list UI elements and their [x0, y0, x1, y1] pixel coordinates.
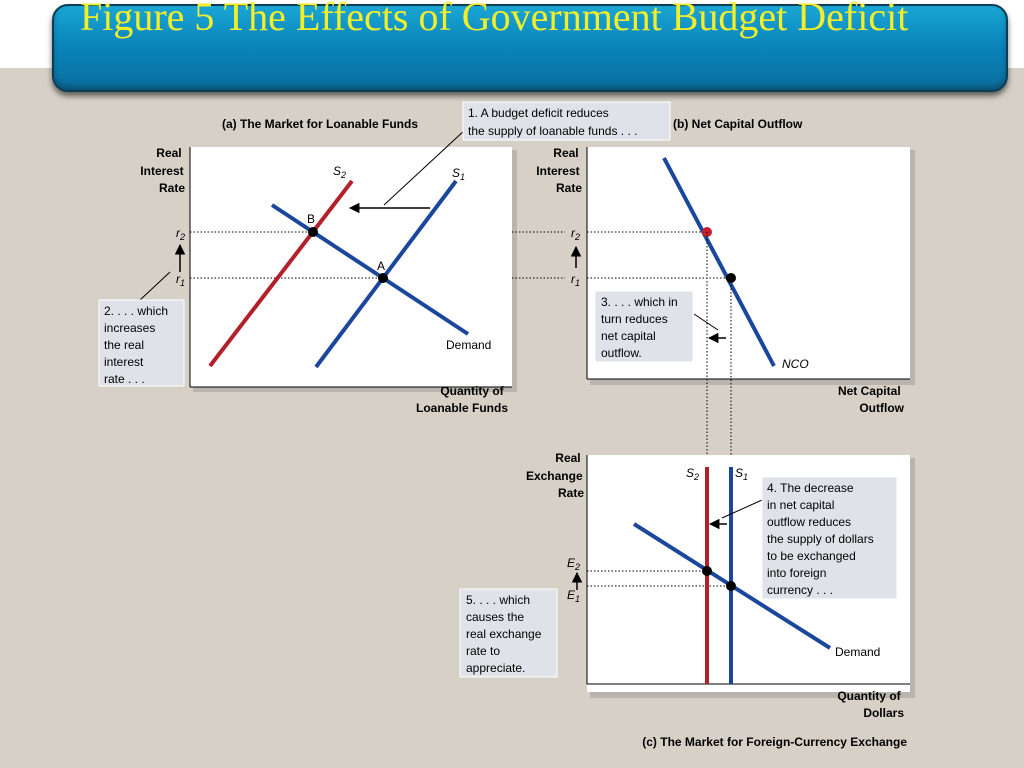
callout-1: 1. A budget deficit reduces the supply o…	[462, 101, 671, 141]
panel-a-point-a-label: A	[377, 259, 385, 273]
panel-c-y-label: Real Exchange Rate	[526, 451, 586, 500]
callout-4-text: 4. The decrease in net capital outflow r…	[767, 481, 877, 597]
slide-title: Figure 5 The Effects of Government Budge…	[80, 0, 909, 39]
callout-4-pointer	[721, 499, 763, 519]
panel-c-e2-label: E2	[567, 556, 580, 572]
panel-b-nco-label: NCO	[782, 357, 809, 371]
panel-c-point-old	[726, 581, 736, 591]
panel-c-title: (c) The Market for Foreign-Currency Exch…	[642, 735, 907, 749]
panel-b-nco-curve	[662, 157, 776, 367]
panel-a-y-label: Real Interest Rate	[140, 146, 187, 195]
panel-a-s2-label: S2	[333, 164, 346, 180]
panel-c-s1-label: S1	[735, 466, 748, 482]
callout-3: 3. . . . which in turn reduces net capit…	[594, 290, 694, 363]
panel-a-r1-label: r1	[176, 272, 185, 288]
callout-1-text: 1. A budget deficit reduces the supply o…	[468, 106, 637, 138]
callout-5-text: 5. . . . which causes the real exchange …	[466, 593, 545, 675]
panel-c-x-label: Quantity of Dollars	[837, 689, 904, 720]
panel-c-point-new	[702, 566, 712, 576]
panel-c-e1-label: E1	[567, 588, 580, 604]
panel-b-r2-label: r2	[571, 226, 580, 242]
callout-3-text: 3. . . . which in turn reduces net capit…	[601, 295, 681, 360]
callout-3-pointer	[693, 313, 719, 331]
panel-c-demand-label: Demand	[835, 645, 880, 659]
panel-c-s2-label: S2	[686, 466, 699, 482]
panel-b-r1-label: r1	[571, 272, 580, 288]
panel-a-demand-label: Demand	[446, 338, 491, 352]
panel-a-s1-label: S1	[452, 166, 465, 182]
callout-4: 4. The decrease in net capital outflow r…	[761, 476, 898, 600]
panel-b: (b) Net Capital Outflow Real Interest Ra…	[536, 117, 915, 415]
callout-5: 5. . . . which causes the real exchange …	[459, 588, 558, 678]
panel-a-demand	[270, 203, 470, 336]
panel-b-x-label: Net Capital Outflow	[838, 384, 905, 415]
panel-a-x-label: Quantity of Loanable Funds	[416, 384, 508, 415]
panel-a-plot	[190, 147, 512, 387]
panel-a: (a) The Market for Loanable Funds Real I…	[139, 117, 517, 415]
title-bar	[52, 4, 1008, 92]
panel-a-point-b-label: B	[307, 212, 315, 226]
panel-a-supply-s2	[208, 179, 354, 368]
callout-2-text: 2. . . . which increases the real intere…	[104, 304, 171, 386]
callout-1-pointer	[383, 128, 467, 206]
panel-a-title: (a) The Market for Loanable Funds	[222, 117, 418, 131]
panel-a-point-a	[378, 273, 388, 283]
panel-a-r2-label: r2	[176, 226, 185, 242]
callout-2: 2. . . . which increases the real intere…	[98, 299, 185, 387]
callout-2-pointer	[139, 271, 171, 301]
panel-c: Real Exchange Rate Quantity of Dollars (…	[526, 451, 915, 749]
panel-b-title: (b) Net Capital Outflow	[673, 117, 803, 131]
panel-a-point-b	[308, 227, 318, 237]
panel-b-y-label: Real Interest Rate	[536, 146, 583, 195]
